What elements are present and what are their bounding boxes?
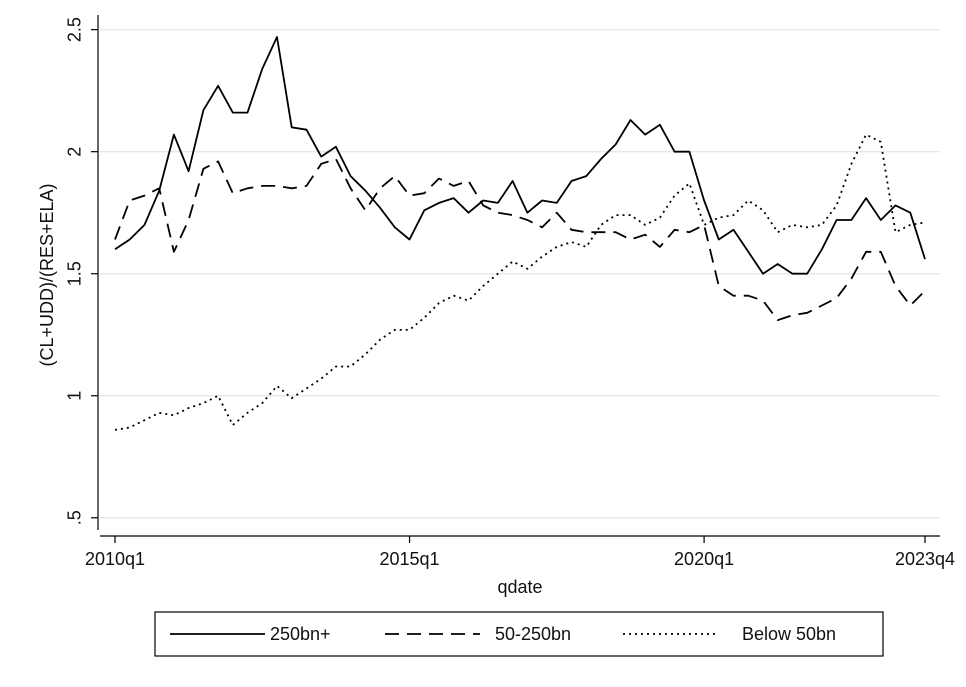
- y-axis-title: (CL+UDD)/(RES+ELA): [37, 183, 57, 366]
- legend-label: 250bn+: [270, 624, 331, 644]
- y-tick-label: .5: [65, 510, 85, 525]
- series-line: [114, 133, 926, 431]
- series-line: [114, 158, 926, 321]
- y-tick-label: 1.5: [65, 261, 85, 286]
- x-axis-title: qdate: [497, 577, 542, 597]
- legend-label: 50-250bn: [495, 624, 571, 644]
- y-tick-label: 2: [65, 147, 85, 157]
- series-line: [114, 36, 926, 275]
- x-tick-label: 2020q1: [674, 549, 734, 569]
- legend-label: Below 50bn: [742, 624, 836, 644]
- x-tick-label: 2015q1: [380, 549, 440, 569]
- x-tick-label: 2023q4: [895, 549, 955, 569]
- legend: [154, 611, 884, 657]
- x-tick-label: 2010q1: [85, 549, 145, 569]
- y-tick-label: 1: [65, 391, 85, 401]
- y-tick-label: 2.5: [65, 17, 85, 42]
